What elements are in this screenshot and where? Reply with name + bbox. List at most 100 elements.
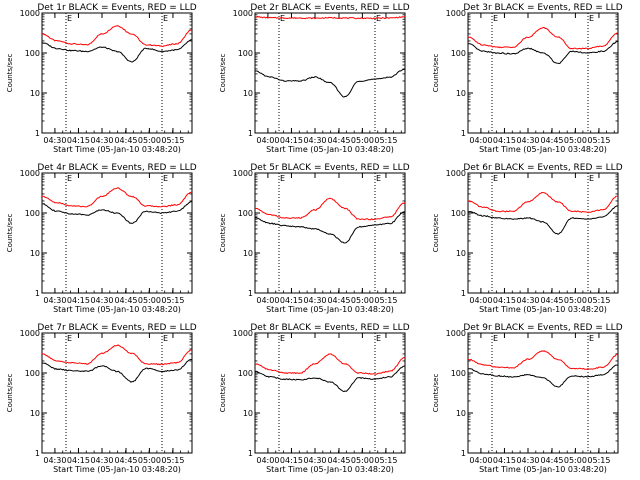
x-axis-label: Start Time (05-Jan-10 03:48:20) (479, 465, 607, 474)
y-tick-label: 10 (30, 409, 40, 418)
x-tick-label: 05:00 (564, 136, 587, 145)
y-tick-label: 100 (25, 369, 40, 378)
plot-frame (41, 12, 193, 134)
event-marker-label: E (376, 14, 381, 23)
event-marker-label: E (67, 334, 72, 343)
x-tick-label: 05:15 (587, 456, 610, 465)
event-marker-label: E (376, 174, 381, 183)
y-tick-label: 1 (35, 289, 40, 298)
panel-det-2: Det 2r BLACK = Events, RED = LLD 1 10 100 10… (219, 3, 410, 154)
x-tick-label: 05:15 (161, 296, 184, 305)
y-axis-label: Counts/sec (432, 54, 440, 93)
x-tick-label: 04:30 (303, 456, 326, 465)
x-tick-label: 04:00 (469, 456, 492, 465)
panel-det-1: Det 1r BLACK = Events, RED = LLD 1 10 100 10… (6, 3, 197, 154)
x-tick-label: 04:30 (516, 456, 539, 465)
x-tick-label: 05:15 (374, 456, 397, 465)
x-tick-label: 04:45 (327, 296, 350, 305)
x-tick-label: 04:45 (327, 136, 350, 145)
x-tick-label: 04:30 (90, 296, 113, 305)
x-tick-label: 04:45 (327, 456, 350, 465)
panel-det-9: Det 9r BLACK = Events, RED = LLD 1 10 100 10… (432, 323, 623, 474)
panel-det-4: Det 4r BLACK = Events, RED = LLD 1 10 100 10… (6, 163, 197, 314)
y-tick-label: 1000 (446, 169, 466, 178)
x-tick-label: 04:30 (43, 136, 66, 145)
y-tick-label: 1000 (233, 9, 253, 18)
x-tick-label: 05:00 (351, 136, 374, 145)
x-tick-label: 04:30 (303, 136, 326, 145)
x-tick-label: 05:00 (138, 456, 161, 465)
event-marker-label: E (589, 334, 594, 343)
x-tick-label: 05:00 (138, 296, 161, 305)
plot-frame (254, 332, 406, 454)
x-tick-label: 04:15 (280, 136, 303, 145)
x-tick-label: 04:00 (256, 456, 279, 465)
plot-frame (254, 172, 406, 294)
y-axis-label: Counts/sec (432, 374, 440, 413)
panel-title: Det 9r BLACK = Events, RED = LLD (463, 323, 622, 333)
x-tick-label: 04:45 (540, 456, 563, 465)
event-marker-label: E (280, 334, 285, 343)
y-tick-label: 1000 (446, 9, 466, 18)
x-tick-label: 04:15 (280, 456, 303, 465)
series-line-events (467, 205, 618, 235)
x-tick-label: 04:45 (540, 296, 563, 305)
event-marker-label: E (493, 174, 498, 183)
series-line-lld (41, 25, 193, 47)
series-line-events (41, 358, 193, 383)
y-tick-label: 100 (25, 49, 40, 58)
y-tick-label: 10 (456, 89, 466, 98)
event-marker-label: E (493, 334, 498, 343)
x-tick-label: 04:00 (256, 136, 279, 145)
event-marker-label: E (67, 174, 72, 183)
x-tick-label: 05:15 (374, 136, 397, 145)
x-axis-label: Start Time (05-Jan-10 03:48:20) (479, 145, 607, 154)
panel-title: Det 4r BLACK = Events, RED = LLD (37, 163, 196, 173)
y-axis-label: Counts/sec (6, 374, 14, 413)
series-line-lld (467, 349, 619, 370)
y-tick-label: 100 (451, 49, 466, 58)
x-axis-label: Start Time (05-Jan-10 03:48:20) (479, 305, 607, 314)
x-axis-label: Start Time (05-Jan-10 03:48:20) (266, 145, 394, 154)
x-tick-label: 04:00 (469, 136, 492, 145)
x-axis-label: Start Time (05-Jan-10 03:48:20) (266, 465, 394, 474)
x-tick-label: 04:15 (280, 296, 303, 305)
x-tick-label: 04:15 (493, 136, 516, 145)
y-tick-label: 1 (461, 449, 466, 458)
y-tick-label: 1 (248, 129, 253, 138)
x-tick-label: 04:15 (67, 136, 90, 145)
plot-frame (254, 12, 406, 134)
y-tick-label: 1000 (446, 329, 466, 338)
x-tick-label: 04:00 (256, 296, 279, 305)
panel-title: Det 8r BLACK = Events, RED = LLD (250, 323, 409, 333)
series-line-events (467, 364, 618, 388)
panel-det-8: Det 8r BLACK = Events, RED = LLD 1 10 100 10… (219, 323, 410, 474)
x-tick-label: 04:15 (67, 456, 90, 465)
y-axis-label: Counts/sec (6, 54, 14, 93)
y-tick-label: 1000 (233, 169, 253, 178)
y-tick-label: 1000 (20, 329, 40, 338)
x-tick-label: 05:00 (564, 296, 587, 305)
event-marker-label: E (589, 174, 594, 183)
panel-det-5: Det 5r BLACK = Events, RED = LLD 1 10 100 10… (219, 163, 410, 314)
y-tick-label: 10 (30, 249, 40, 258)
x-tick-label: 04:30 (43, 296, 66, 305)
event-marker-label: E (163, 14, 168, 23)
panel-title: Det 2r BLACK = Events, RED = LLD (250, 3, 409, 13)
x-tick-label: 04:30 (90, 456, 113, 465)
x-tick-label: 04:45 (114, 456, 137, 465)
y-tick-label: 10 (243, 409, 253, 418)
series-line-events (254, 211, 406, 244)
series-line-lld (254, 197, 406, 221)
event-marker-label: E (493, 14, 498, 23)
x-tick-label: 04:30 (43, 456, 66, 465)
event-marker-label: E (280, 14, 285, 23)
x-tick-label: 04:45 (540, 136, 563, 145)
x-tick-label: 04:45 (114, 296, 137, 305)
y-tick-label: 10 (456, 409, 466, 418)
x-axis-label: Start Time (05-Jan-10 03:48:20) (53, 305, 181, 314)
x-tick-label: 05:00 (138, 136, 161, 145)
plot-frame (41, 332, 193, 454)
panel-title: Det 3r BLACK = Events, RED = LLD (463, 3, 622, 13)
x-tick-label: 05:00 (564, 456, 587, 465)
